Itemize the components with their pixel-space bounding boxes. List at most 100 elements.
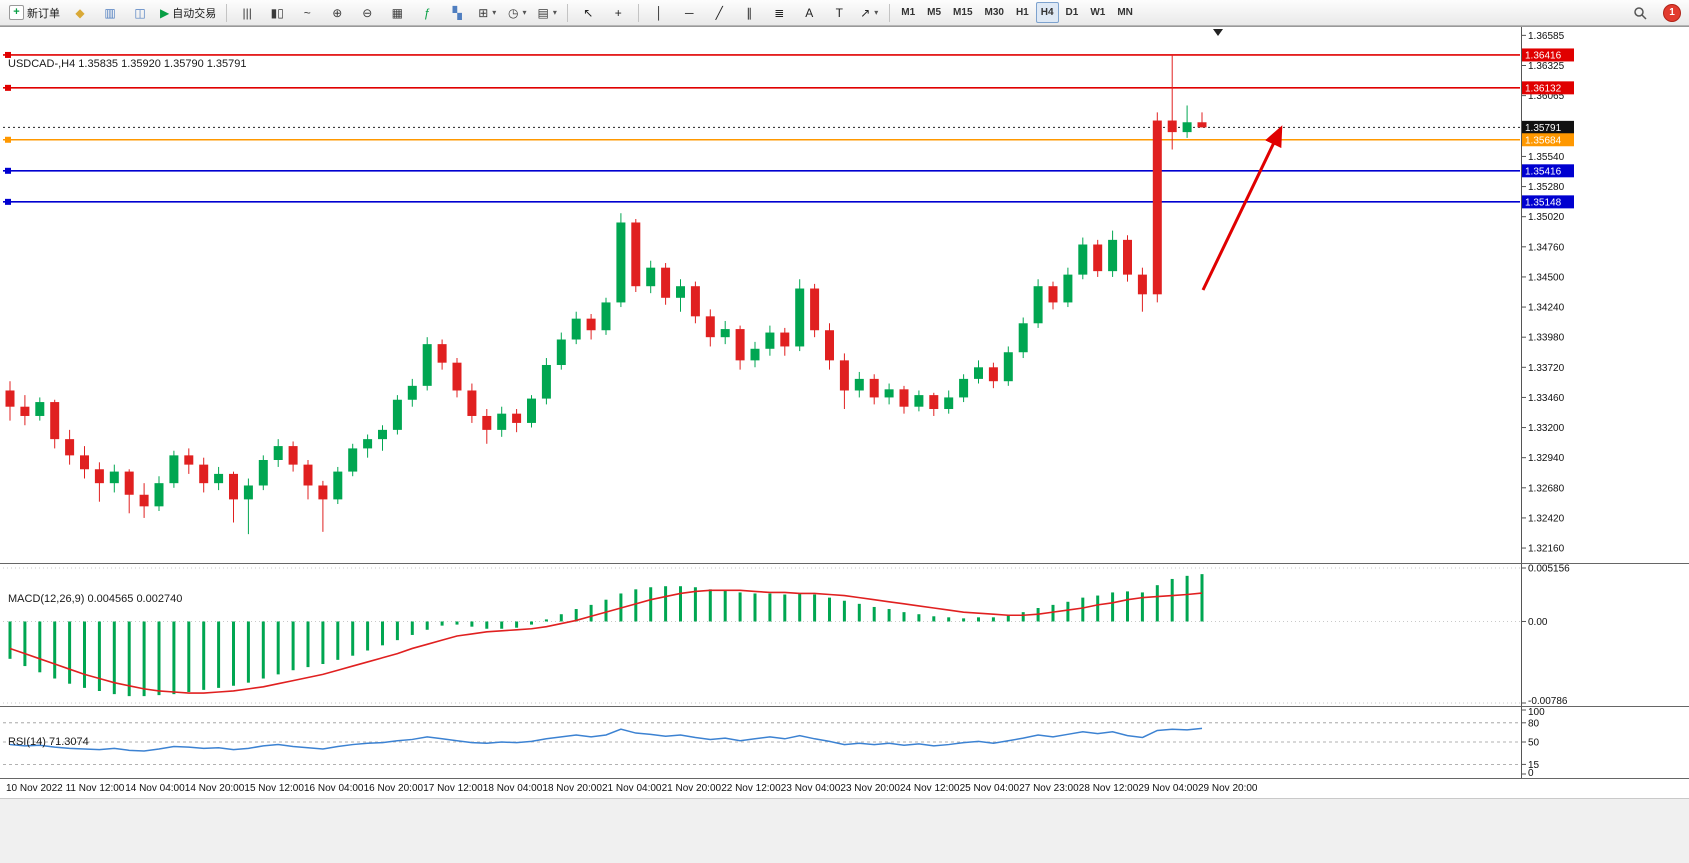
- toolbar: + 新订单 ◆ ▥ ◫ ▶ 自动交易 ||| ▮▯ ~ ⊕ ⊖ ▦ ƒ ▚ ⊞ ▾ ◷ ▾ ▤ ▾ ↖ + │ ─ ╱ ∥ ≣ A T ↗ ▾…: [0, 0, 1689, 26]
- fibonacci-button[interactable]: ≣: [765, 2, 793, 24]
- autotrading-button-label: 自动交易: [172, 7, 217, 20]
- time-axis[interactable]: 10 Nov 2022 11 Nov 12:00 14 Nov 04:00 14 No…: [0, 779, 1689, 798]
- horizontal-line-button[interactable]: ─: [675, 2, 703, 24]
- svg-text:1.35020: 1.35020: [1528, 212, 1565, 223]
- macd-histogram: [8, 574, 1204, 697]
- zoom-in-button[interactable]: ⊕: [323, 2, 351, 24]
- bar-chart-icon: |||: [242, 5, 252, 20]
- svg-text:1.32680: 1.32680: [1528, 483, 1565, 494]
- search-button[interactable]: [1626, 2, 1654, 24]
- svg-text:1.34500: 1.34500: [1528, 272, 1565, 283]
- svg-text:1.32160: 1.32160: [1528, 544, 1565, 555]
- arrows-button[interactable]: ↗ ▾: [855, 2, 883, 24]
- templates-icon: ▤: [537, 5, 549, 20]
- rsi-line: [9, 727, 1203, 752]
- candlestick-chart-button[interactable]: ▮▯: [263, 2, 291, 24]
- timeframe-M1[interactable]: M1: [901, 7, 916, 18]
- caret-down-icon: ▾: [552, 8, 557, 17]
- timeframe-MN[interactable]: MN: [1117, 7, 1133, 18]
- candles: [5, 54, 1207, 535]
- trend-arrow-annotation[interactable]: [1201, 125, 1283, 291]
- add-chart-button[interactable]: ⊞ ▾: [473, 2, 501, 24]
- timeframe-H4[interactable]: H4: [1035, 2, 1059, 23]
- toolbar-separator: [638, 3, 640, 22]
- price-badge: [1522, 133, 1574, 147]
- autotrading-icon: ▶: [160, 5, 170, 20]
- macd-signal-line: [9, 589, 1203, 694]
- time-label: 14 Nov 20:00: [184, 783, 245, 794]
- vertical-line-button[interactable]: │: [645, 2, 673, 24]
- timeframe-M5[interactable]: M5: [927, 7, 942, 18]
- svg-text:1.35540: 1.35540: [1528, 152, 1565, 163]
- toolbar-separator: [226, 3, 228, 22]
- indicator-windows-icon: ▚: [452, 5, 462, 20]
- notification-badge[interactable]: 1: [1663, 3, 1681, 22]
- hline-handle[interactable]: [5, 167, 11, 174]
- timeframe-W1[interactable]: W1: [1090, 7, 1106, 18]
- hline-handle[interactable]: [5, 84, 11, 91]
- crosshair-button[interactable]: +: [604, 2, 632, 24]
- macd-main-value: 0.004565: [87, 593, 134, 605]
- channel-button[interactable]: ∥: [735, 2, 763, 24]
- svg-text:-0.00786: -0.00786: [1528, 696, 1568, 707]
- bar-chart-button[interactable]: |||: [233, 2, 261, 24]
- time-label: 18 Nov 20:00: [542, 783, 602, 794]
- metaeditor-button[interactable]: ◆: [66, 2, 94, 24]
- time-label: 15 Nov 12:00: [244, 783, 304, 794]
- line-chart-button[interactable]: ~: [293, 2, 321, 24]
- templates-button[interactable]: ▤ ▾: [533, 2, 561, 24]
- new-order-button[interactable]: + 新订单: [5, 2, 64, 24]
- toolbar-buttons: + 新订单 ◆ ▥ ◫ ▶ 自动交易 ||| ▮▯ ~ ⊕ ⊖ ▦ ƒ ▚ ⊞ ▾ ◷ ▾ ▤ ▾ ↖ + │ ─ ╱ ∥ ≣ A T ↗ ▾…: [4, 2, 1139, 24]
- toolbar-right: 1: [1625, 2, 1685, 24]
- svg-text:50: 50: [1528, 738, 1540, 749]
- timeframe-M15[interactable]: M15: [953, 7, 973, 18]
- indicator-windows-button[interactable]: ▚: [443, 2, 471, 24]
- svg-text:80: 80: [1528, 718, 1540, 729]
- caret-down-icon: ▾: [492, 8, 497, 17]
- hline-handle[interactable]: [5, 198, 11, 205]
- hline-handle[interactable]: [5, 136, 11, 143]
- time-label: 22 Nov 12:00: [721, 783, 781, 794]
- svg-text:1.34240: 1.34240: [1528, 303, 1565, 314]
- trendline-button[interactable]: ╱: [705, 2, 733, 24]
- timeframe-D1[interactable]: D1: [1065, 7, 1079, 18]
- chart-shift-marker[interactable]: [1213, 29, 1223, 36]
- macd-panel[interactable]: 0.005156 0.00 -0.00786: [0, 564, 1689, 707]
- channel-icon: ∥: [746, 5, 753, 20]
- price-axis[interactable]: 1.36585 1.36325 1.36065 1.35540 1.35280 1.350…: [1521, 27, 1574, 564]
- zoom-in-icon: ⊕: [332, 5, 343, 20]
- autotrading-button[interactable]: ▶ 自动交易: [156, 2, 220, 24]
- chart-title: USDCAD-,H4 1.35835 1.35920 1.35790 1.357…: [8, 58, 247, 70]
- search-icon: [1634, 6, 1647, 20]
- time-label: 29 Nov 04:00: [1138, 783, 1198, 794]
- time-label: 18 Nov 04:00: [482, 783, 543, 794]
- fibonacci-icon: ≣: [774, 5, 785, 20]
- text-button[interactable]: A: [795, 2, 823, 24]
- timeframe-M30[interactable]: M30: [984, 7, 1004, 18]
- tile-windows-button[interactable]: ▦: [383, 2, 411, 24]
- data-window-icon: ◫: [134, 5, 146, 20]
- periods-button[interactable]: ◷ ▾: [503, 2, 531, 24]
- time-label: 14 Nov 04:00: [125, 783, 185, 794]
- rsi-label: RSI(14) 71.3074: [8, 736, 89, 748]
- toolbar-separator: [889, 3, 891, 22]
- main-price-chart[interactable]: 1.36585 1.36325 1.36065 1.35540 1.35280 1.350…: [0, 27, 1689, 564]
- zoom-out-button[interactable]: ⊖: [353, 2, 381, 24]
- cursor-button[interactable]: ↖: [574, 2, 602, 24]
- svg-text:1.36132: 1.36132: [1525, 83, 1562, 94]
- market-watch-button[interactable]: ▥: [96, 2, 124, 24]
- macd-signal-value: 0.002740: [136, 593, 183, 605]
- chart-window: USDCAD-,H4 1.35835 1.35920 1.35790 1.357…: [0, 26, 1689, 799]
- data-window-button[interactable]: ◫: [126, 2, 154, 24]
- svg-text:0: 0: [1528, 768, 1534, 779]
- text-label-button[interactable]: T: [825, 2, 853, 24]
- indicators-button[interactable]: ƒ: [413, 2, 441, 24]
- macd-label: MACD(12,26,9) 0.004565 0.002740: [8, 593, 182, 605]
- svg-text:0.00: 0.00: [1528, 617, 1548, 628]
- svg-text:1.36325: 1.36325: [1528, 61, 1565, 72]
- timeframe-H1[interactable]: H1: [1015, 7, 1029, 18]
- hline-handle[interactable]: [5, 51, 11, 58]
- text-label-icon: T: [835, 5, 843, 20]
- time-label: 16 Nov 20:00: [363, 783, 424, 794]
